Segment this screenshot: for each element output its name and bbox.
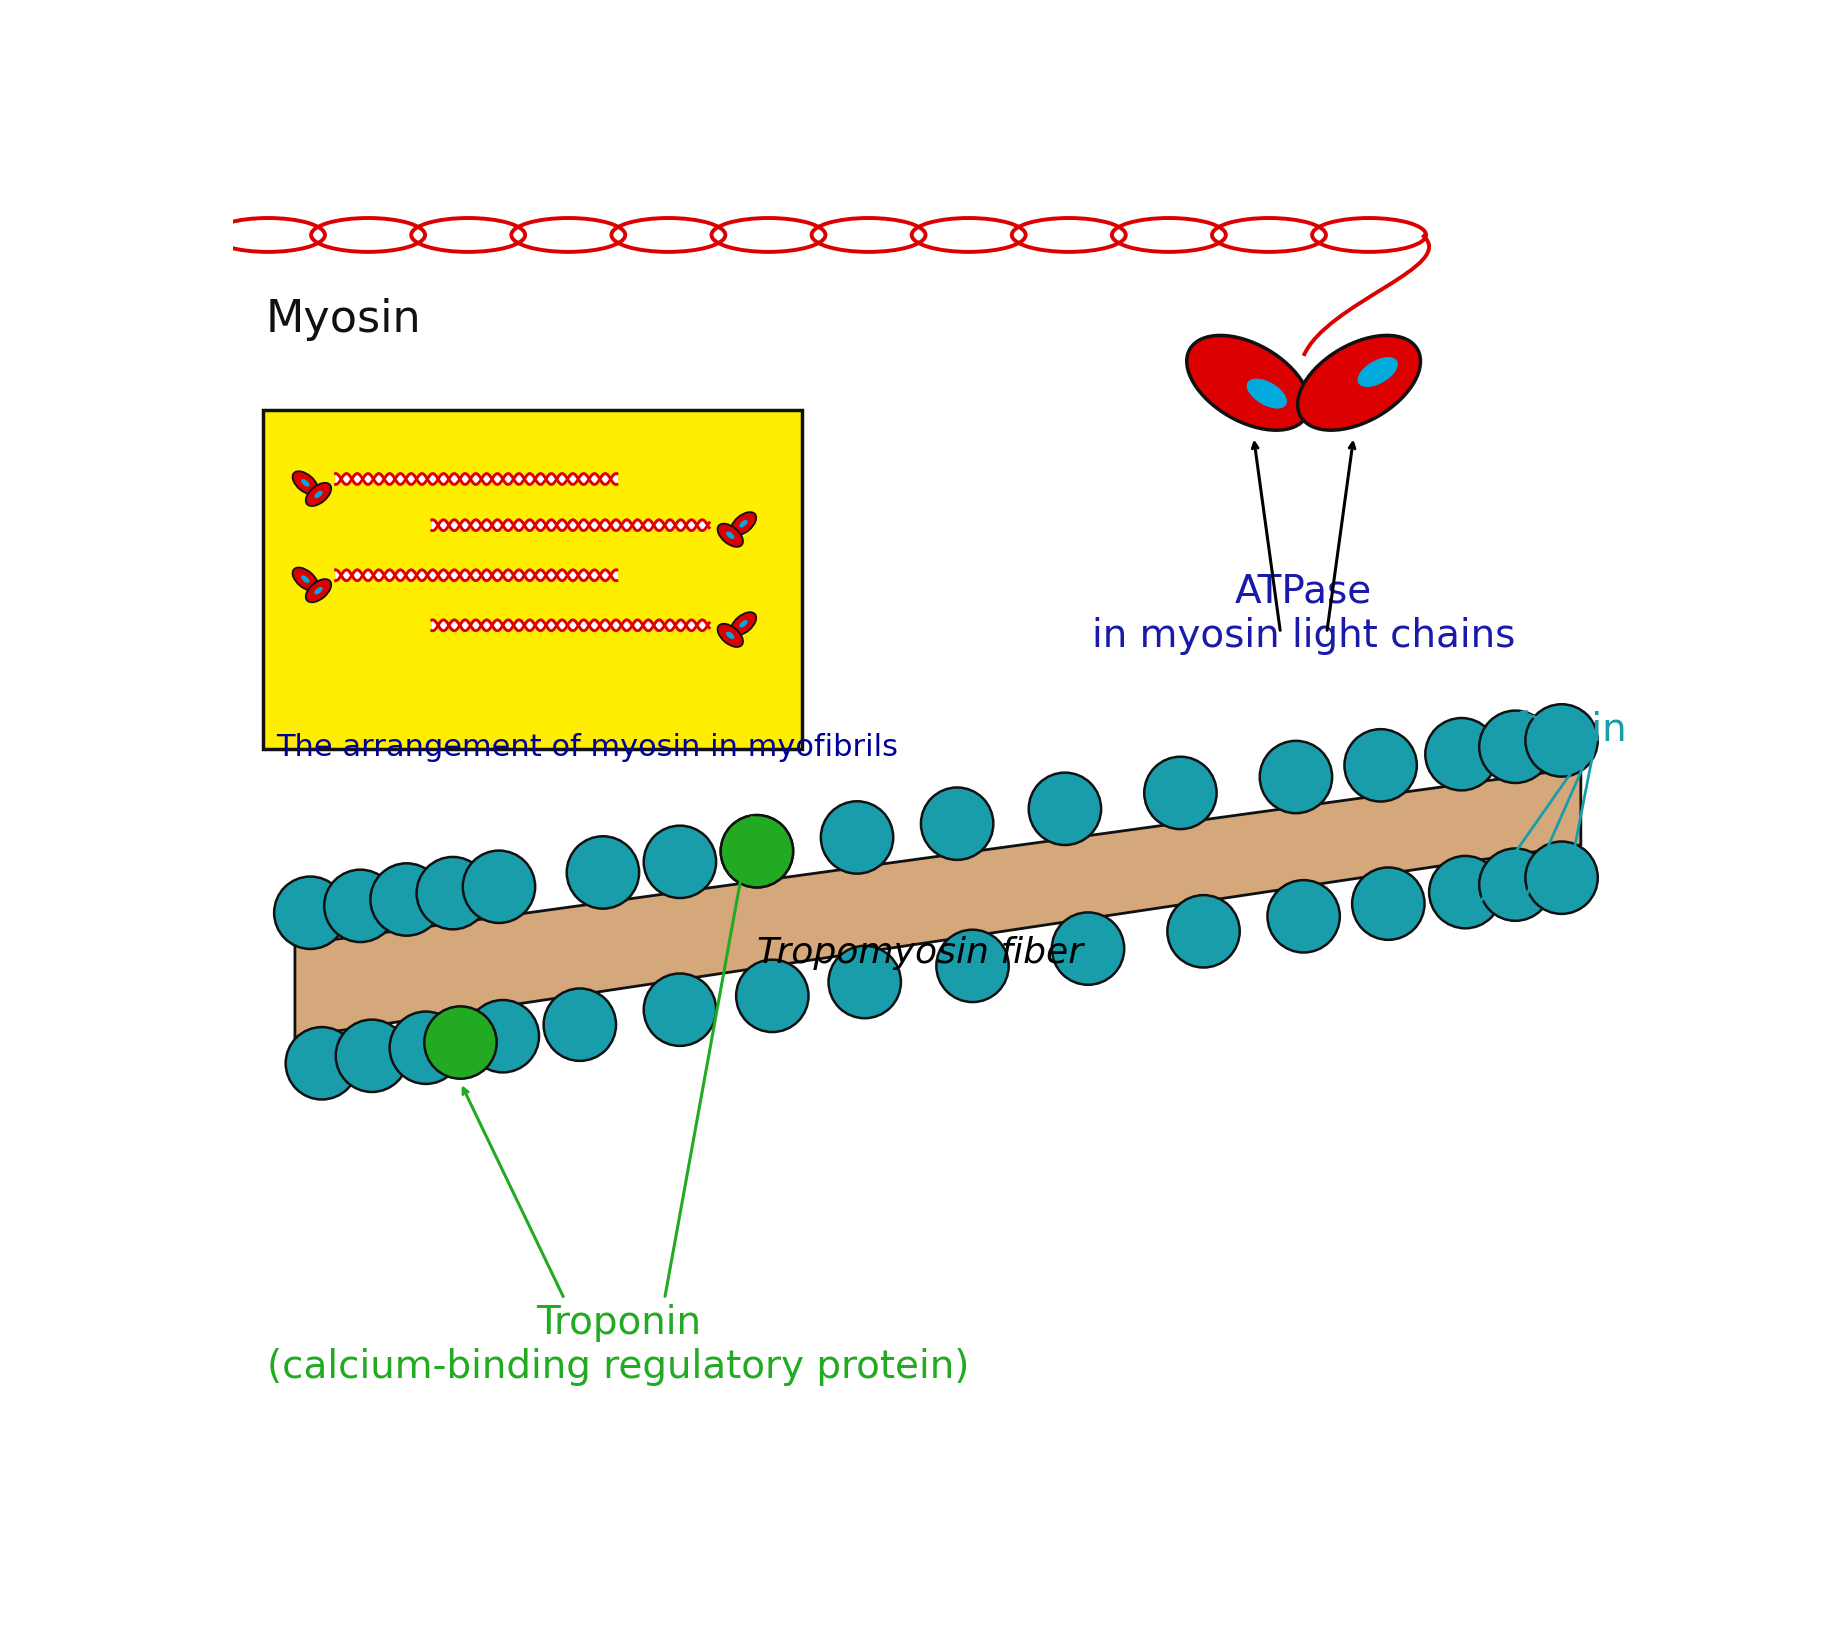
Circle shape [390, 1011, 461, 1084]
Circle shape [467, 1000, 540, 1072]
Ellipse shape [1297, 335, 1420, 431]
Circle shape [721, 815, 792, 888]
Text: Myosin: Myosin [265, 299, 421, 342]
Circle shape [644, 825, 716, 898]
Ellipse shape [730, 612, 756, 635]
Ellipse shape [717, 523, 743, 546]
Circle shape [721, 815, 792, 888]
Text: The arrangement of myosin in myofibrils: The arrangement of myosin in myofibrils [276, 733, 899, 762]
Ellipse shape [1186, 335, 1310, 431]
Ellipse shape [717, 624, 743, 647]
Circle shape [829, 945, 900, 1018]
Ellipse shape [293, 568, 318, 591]
Circle shape [1052, 912, 1124, 985]
Circle shape [1345, 729, 1416, 802]
Circle shape [1426, 718, 1497, 790]
Ellipse shape [306, 579, 331, 602]
Text: ATPase
in myosin light chains: ATPase in myosin light chains [1093, 573, 1515, 655]
Text: Tropomyosin fiber: Tropomyosin fiber [758, 936, 1083, 970]
Ellipse shape [302, 576, 309, 582]
Circle shape [1429, 856, 1501, 929]
Circle shape [370, 863, 443, 936]
Ellipse shape [302, 478, 309, 487]
Circle shape [1526, 842, 1598, 914]
Ellipse shape [293, 472, 318, 495]
Circle shape [1526, 705, 1598, 777]
Circle shape [1479, 848, 1552, 921]
Circle shape [425, 1006, 496, 1079]
Circle shape [937, 929, 1008, 1002]
Circle shape [644, 974, 716, 1046]
Circle shape [567, 837, 639, 909]
Circle shape [324, 870, 397, 942]
Ellipse shape [730, 512, 756, 535]
Circle shape [417, 856, 489, 929]
Circle shape [736, 960, 809, 1031]
Circle shape [920, 787, 994, 860]
Circle shape [1028, 772, 1102, 845]
Circle shape [274, 876, 346, 949]
Bar [262, 409, 802, 749]
Ellipse shape [739, 620, 748, 627]
Ellipse shape [1358, 356, 1398, 388]
Circle shape [544, 988, 617, 1061]
Ellipse shape [739, 520, 748, 528]
Circle shape [1259, 741, 1332, 813]
Text: actin: actin [1532, 710, 1627, 749]
Circle shape [822, 802, 893, 873]
Circle shape [1144, 757, 1217, 828]
Ellipse shape [727, 531, 734, 540]
Circle shape [1168, 894, 1239, 967]
Circle shape [1268, 879, 1340, 952]
Text: Troponin
(calcium-binding regulatory protein): Troponin (calcium-binding regulatory pro… [267, 1304, 970, 1386]
Ellipse shape [1246, 378, 1286, 409]
Polygon shape [295, 767, 1581, 1038]
Circle shape [285, 1026, 359, 1099]
Ellipse shape [306, 483, 331, 507]
Ellipse shape [315, 490, 322, 498]
Circle shape [1479, 711, 1552, 784]
Circle shape [463, 851, 534, 922]
Ellipse shape [727, 632, 734, 639]
Ellipse shape [315, 587, 322, 594]
Circle shape [1352, 868, 1424, 940]
Circle shape [335, 1020, 408, 1092]
